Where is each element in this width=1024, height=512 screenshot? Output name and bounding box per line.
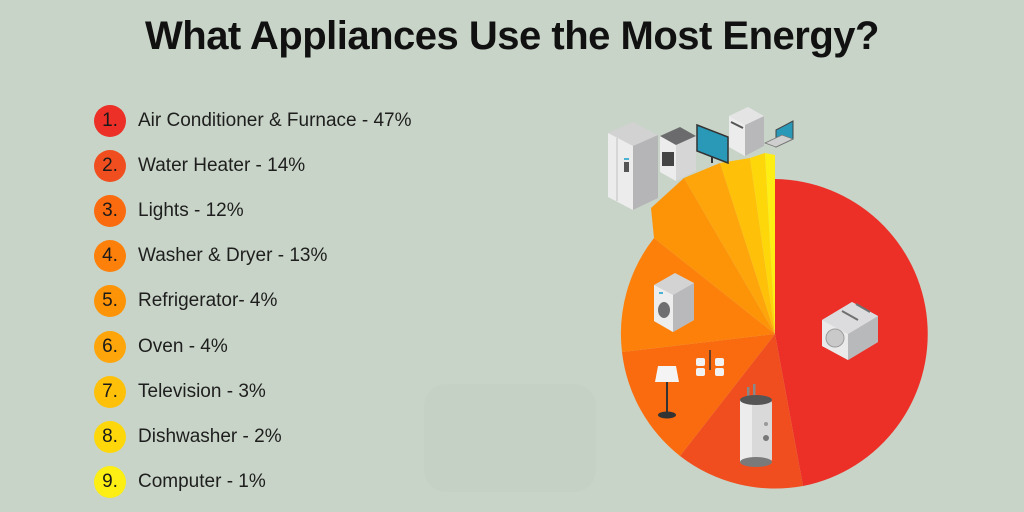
legend-bullet: 8. bbox=[94, 420, 126, 453]
refrigerator-icon bbox=[608, 122, 658, 210]
laptop-icon bbox=[763, 120, 795, 148]
legend-item: 4. Washer & Dryer - 13% bbox=[94, 234, 514, 279]
legend-label: Refrigerator- 4% bbox=[138, 290, 278, 312]
lamp-icon bbox=[655, 366, 679, 419]
air-conditioner-icon bbox=[822, 302, 878, 360]
washing-machine-icon bbox=[654, 273, 694, 332]
legend-item: 2. Water Heater - 14% bbox=[94, 143, 514, 188]
legend-label: Lights - 12% bbox=[138, 199, 244, 221]
pie-slice-dishwasher bbox=[750, 153, 775, 334]
legend-bullet: 5. bbox=[94, 285, 126, 318]
television-icon bbox=[696, 123, 729, 165]
legend-bullet: 6. bbox=[94, 330, 126, 363]
legend-label: Washer & Dryer - 13% bbox=[138, 245, 328, 267]
legend-label: Television - 3% bbox=[138, 380, 266, 402]
oven-icon bbox=[660, 127, 696, 181]
legend-item: 3. Lights - 12% bbox=[94, 188, 514, 233]
chandelier-icon bbox=[696, 350, 724, 376]
legend-label: Oven - 4% bbox=[138, 335, 228, 357]
legend-bullet: 3. bbox=[94, 194, 126, 227]
legend-item: 7. Television - 3% bbox=[94, 369, 514, 414]
pie-slice-television bbox=[720, 158, 775, 334]
chart-title: What Appliances Use the Most Energy? bbox=[145, 14, 879, 58]
pie-slice-refrigerator bbox=[651, 178, 775, 334]
legend-label: Dishwasher - 2% bbox=[138, 425, 282, 447]
legend-bullet: 4. bbox=[94, 240, 126, 273]
legend-bullet: 2. bbox=[94, 149, 126, 182]
legend-bullet: 9. bbox=[94, 466, 126, 499]
legend-bullet: 1. bbox=[94, 104, 126, 137]
legend-label: Computer - 1% bbox=[138, 471, 266, 493]
background-panel bbox=[424, 384, 596, 492]
legend-item: 8. Dishwasher - 2% bbox=[94, 414, 514, 459]
legend-item: 6. Oven - 4% bbox=[94, 324, 514, 369]
pie-slice-oven bbox=[684, 163, 775, 334]
legend-bullet: 7. bbox=[94, 375, 126, 408]
legend-label: Water Heater - 14% bbox=[138, 154, 306, 176]
legend-item: 9. Computer - 1% bbox=[94, 460, 514, 505]
pie-slice-computer bbox=[765, 153, 775, 334]
legend-item: 1. Air Conditioner & Furnace - 47% bbox=[94, 98, 514, 143]
dishwasher-icon bbox=[729, 107, 764, 156]
legend-item: 5. Refrigerator- 4% bbox=[94, 279, 514, 324]
water-heater-icon bbox=[740, 384, 772, 467]
legend: 1. Air Conditioner & Furnace - 47% 2. Wa… bbox=[94, 98, 514, 505]
pie-slice-lights bbox=[622, 334, 775, 456]
legend-label: Air Conditioner & Furnace - 47% bbox=[138, 109, 412, 131]
